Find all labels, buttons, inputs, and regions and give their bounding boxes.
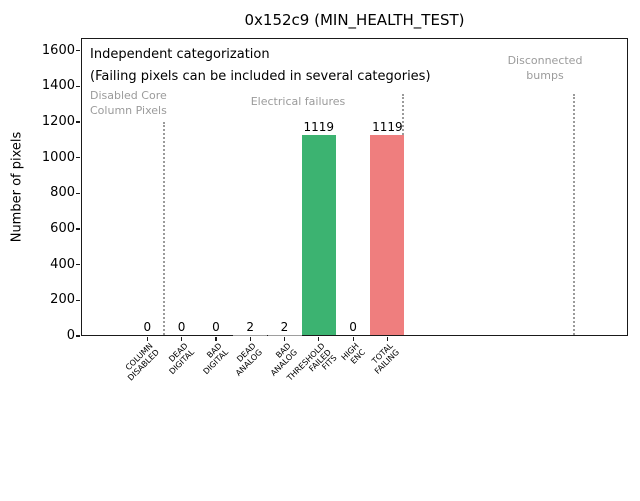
y-tick-label: 1200 [35, 114, 75, 130]
y-tick-mark [76, 193, 80, 194]
x-tick-mark [181, 337, 182, 341]
region-label-disconnected-bumps: Disconnected bumps [508, 53, 583, 83]
y-tick-mark [76, 50, 80, 51]
y-tick-label: 600 [35, 221, 75, 237]
annotation-independent-categorization: Independent categorization [90, 47, 270, 62]
region-label-disabled-core-column-pixels: Disabled Core Column Pixels [90, 88, 167, 118]
y-tick-label: 1600 [35, 43, 75, 59]
y-tick-mark [76, 228, 80, 229]
annotation-failing-pixels-note: (Failing pixels can be included in sever… [90, 69, 431, 84]
bar-value-label: 1119 [347, 120, 427, 134]
y-tick-mark [76, 157, 80, 158]
y-tick-mark [76, 335, 80, 336]
y-tick-mark [76, 264, 80, 265]
y-tick-label: 1000 [35, 150, 75, 166]
region-separator-line [573, 94, 575, 335]
bar [370, 135, 404, 335]
y-tick-mark [76, 86, 80, 87]
y-tick-label: 400 [35, 257, 75, 273]
y-axis-label: Number of pixels [10, 132, 25, 243]
chart-title: 0x152c9 (MIN_HEALTH_TEST) [81, 11, 628, 29]
region-separator-line [163, 122, 165, 335]
y-tick-mark [76, 300, 80, 301]
bar [302, 135, 336, 335]
y-tick-label: 200 [35, 292, 75, 308]
y-tick-label: 0 [35, 328, 75, 344]
figure-canvas: 0x152c9 (MIN_HEALTH_TEST) Number of pixe… [0, 0, 640, 480]
y-tick-label: 1400 [35, 78, 75, 94]
region-label-electrical-failures: Electrical failures [251, 94, 346, 109]
x-tick-mark [284, 337, 285, 341]
y-tick-mark [76, 121, 80, 122]
y-tick-label: 800 [35, 185, 75, 201]
